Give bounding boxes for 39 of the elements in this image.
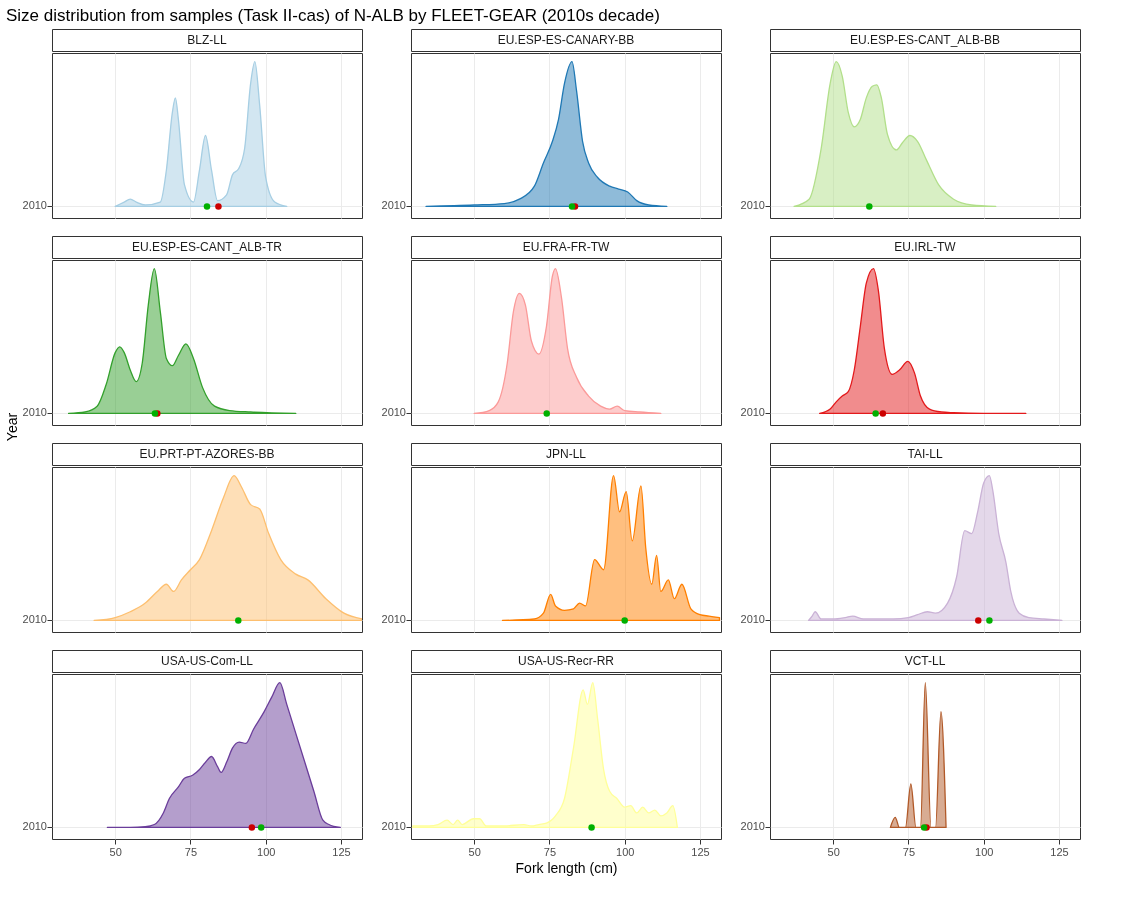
text: 2010 [22,820,47,833]
text: 2010 [22,613,47,626]
chart-title: USA-US-Com-LL [160,654,254,668]
x-tick-label: 125 [691,845,710,858]
text: 2010 [740,199,765,212]
text: Fork length (cm) [515,859,618,876]
text: 2010 [22,406,47,419]
x-tick-label: 75 [543,845,557,858]
chart-title: EU.PRT-PT-AZORES-BB [139,447,275,461]
chart-title: TAI-LL [907,447,943,461]
x-tick-label: 100 [616,845,635,858]
text: 2010 [381,406,406,419]
chart-title: EU.ESP-ES-CANARY-BB [497,33,635,47]
x-tick-label: 125 [1050,845,1069,858]
chart-title: EU.IRL-TW [894,240,957,254]
x-tick-label: 75 [184,845,198,858]
chart-title: EU.ESP-ES-CANT_ALB-TR [131,240,283,254]
text: Year [4,412,20,442]
chart-title: USA-US-Recr-RR [518,654,615,668]
text: 2010 [740,820,765,833]
text: 2010 [740,406,765,419]
x-tick-label: 50 [468,845,481,858]
text: 2010 [22,199,47,212]
chart-title: EU.FRA-FR-TW [522,240,610,254]
x-tick-label: 125 [332,845,351,858]
chart-title: BLZ-LL [187,33,227,47]
text: 2010 [740,613,765,626]
text: 2010 [381,199,406,212]
x-tick-label: 75 [902,845,916,858]
x-tick-label: 50 [827,845,840,858]
text: 2010 [381,820,406,833]
x-tick-label: 50 [109,845,122,858]
x-tick-label: 100 [975,845,994,858]
chart-title: JPN-LL [545,447,587,461]
chart-title: EU.ESP-ES-CANT_ALB-BB [849,33,1001,47]
x-tick-label: 100 [257,845,276,858]
text: 2010 [381,613,406,626]
text: Size distribution from samples (Task II-cas) of N-ALB by FLEET-GEAR (2010s decade) [6,5,660,25]
chart-title: VCT-LL [904,654,946,668]
